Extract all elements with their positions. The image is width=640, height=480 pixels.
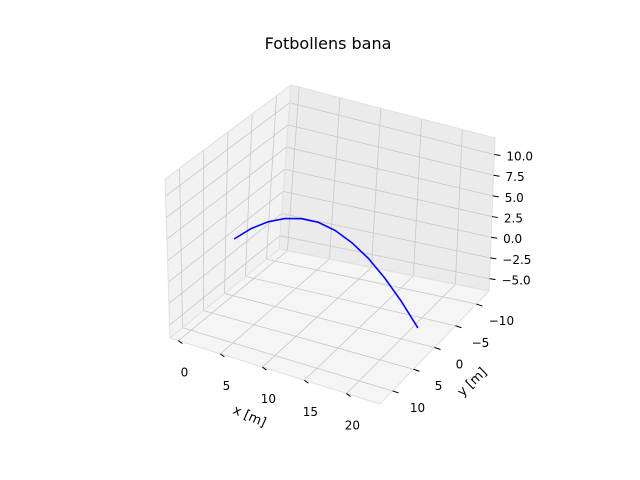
gridline-z-left [169, 235, 281, 326]
z-tick-label: 2.5 [504, 212, 523, 226]
z-tick-label: 0.0 [503, 232, 522, 246]
x-tick-label: 15 [303, 405, 318, 419]
y-tick-label: −5 [472, 336, 490, 350]
gridline-z-left [166, 146, 287, 240]
z-tick-mark [489, 278, 496, 281]
gridline-x-back [287, 87, 300, 251]
gridline-y-floor [203, 310, 414, 370]
x-tick-mark [262, 366, 267, 371]
gridline-x-back [413, 118, 422, 276]
y-tick-mark [476, 303, 483, 307]
y-tick-mark [413, 368, 420, 372]
gridline-z-left [167, 168, 286, 261]
x-tick-label: 0 [181, 366, 189, 380]
x-tick-mark [304, 379, 309, 384]
gridline-z-back [287, 124, 494, 176]
y-tick-label: 0 [456, 358, 464, 372]
y-tick-label: 10 [410, 401, 425, 415]
y-tick-label: 5 [435, 379, 443, 393]
x-tick-mark [346, 393, 351, 397]
x-tick-mark [178, 340, 183, 345]
gridline-y-left [179, 168, 183, 328]
series-group [233, 217, 419, 329]
series-line [233, 217, 419, 329]
x-tick-label: 10 [261, 392, 276, 406]
y-tick-label: −10 [489, 314, 514, 328]
z-tick-mark [490, 257, 497, 260]
x-tick-label: 20 [345, 418, 360, 432]
axis-ticks: 05101520−10−50510−5.0−2.50.02.55.07.510.… [178, 150, 533, 432]
gridline-z-back [283, 190, 492, 238]
x-tick-mark [220, 353, 225, 358]
gridline-z-back [279, 235, 490, 279]
pane-back [279, 85, 495, 291]
chart-title: Fotbollens bana [265, 34, 392, 53]
gridline-y-floor [266, 258, 477, 305]
gridline-z-back [286, 146, 493, 197]
gridline-y-floor [245, 275, 456, 327]
gridline-z-left [167, 191, 284, 283]
gridline-z-back [289, 102, 495, 155]
gridline-y-left [245, 113, 253, 277]
pane-edge [169, 337, 381, 405]
gridline-x-back [371, 108, 382, 268]
z-tick-mark [493, 174, 500, 177]
gridline-z-left [165, 102, 290, 197]
gridline-y-floor [182, 327, 393, 392]
gridline-z-back [284, 168, 493, 217]
pane-edges [164, 84, 496, 405]
y-tick-mark [455, 325, 462, 329]
gridline-y-floor [224, 293, 435, 348]
y-tick-mark [392, 390, 399, 394]
z-tick-label: 10.0 [506, 150, 533, 164]
gridline-z-back [281, 213, 491, 259]
pane-edge [488, 137, 496, 292]
z-tick-label: −2.5 [502, 253, 531, 267]
pane-edge [169, 248, 280, 339]
pane-edge [164, 84, 292, 180]
gridline-y-left [224, 131, 229, 294]
z-tick-mark [491, 236, 498, 239]
pane-left [165, 85, 291, 338]
pane-edge [164, 178, 171, 339]
gridline-x-back [455, 129, 463, 285]
y-tick-mark [434, 347, 441, 350]
gridline-z-left [168, 213, 282, 304]
gridline-x-back [329, 97, 341, 260]
z-tick-mark [492, 195, 499, 198]
x-tick-label: 5 [223, 379, 231, 393]
gridline-z-left [165, 124, 289, 218]
z-tick-label: −5.0 [501, 274, 530, 288]
z-tick-mark [491, 216, 499, 219]
pane-edge [278, 248, 490, 292]
z-tick-label: 5.0 [505, 191, 524, 205]
pane-floor [170, 249, 489, 404]
z-tick-mark [494, 154, 501, 157]
pane-edge [278, 84, 292, 250]
gridline-y-left [266, 95, 277, 260]
z-tick-label: 7.5 [506, 170, 525, 184]
pane-edge [290, 84, 496, 139]
